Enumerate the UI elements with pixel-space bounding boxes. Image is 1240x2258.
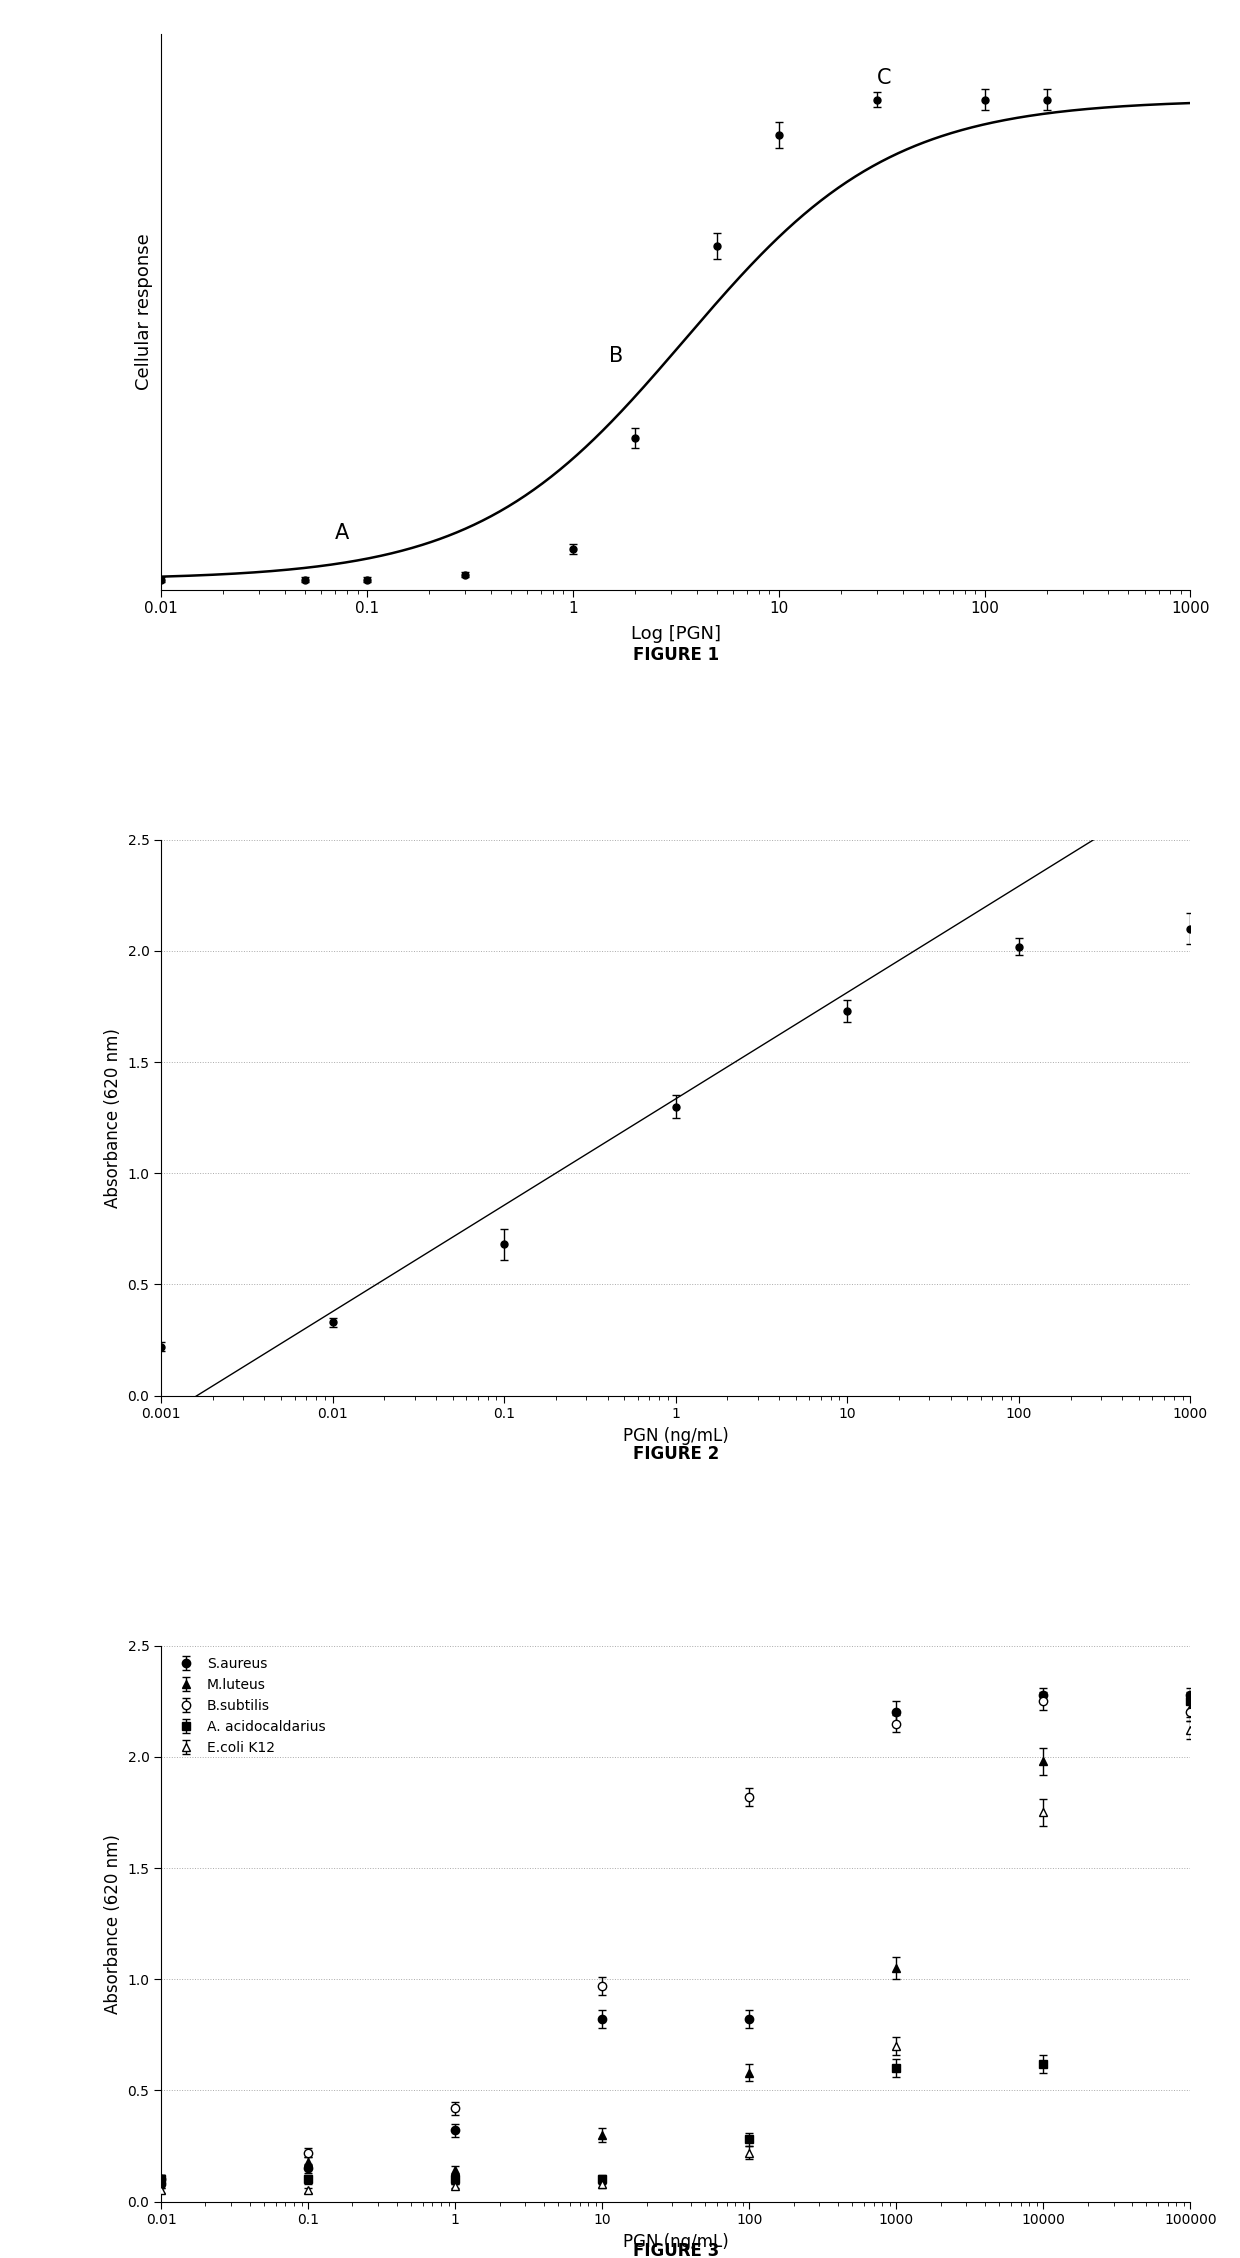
Legend: S.aureus, M.luteus, B.subtilis, A. acidocaldarius, E.coli K12: S.aureus, M.luteus, B.subtilis, A. acido… [169, 1653, 330, 1759]
X-axis label: Log [PGN]: Log [PGN] [631, 625, 720, 644]
Text: B: B [609, 345, 624, 366]
X-axis label: PGN (ng/mL): PGN (ng/mL) [622, 1427, 729, 1445]
Text: FIGURE 1: FIGURE 1 [632, 646, 719, 664]
Text: FIGURE 2: FIGURE 2 [632, 1445, 719, 1463]
X-axis label: PGN (ng/mL): PGN (ng/mL) [622, 2233, 729, 2251]
Y-axis label: Absorbance (620 nm): Absorbance (620 nm) [104, 1833, 122, 2014]
Text: A: A [335, 524, 350, 544]
Text: C: C [877, 68, 892, 88]
Text: FIGURE 3: FIGURE 3 [632, 2242, 719, 2258]
Y-axis label: Cellular response: Cellular response [135, 233, 153, 391]
Y-axis label: Absorbance (620 nm): Absorbance (620 nm) [104, 1027, 122, 1208]
